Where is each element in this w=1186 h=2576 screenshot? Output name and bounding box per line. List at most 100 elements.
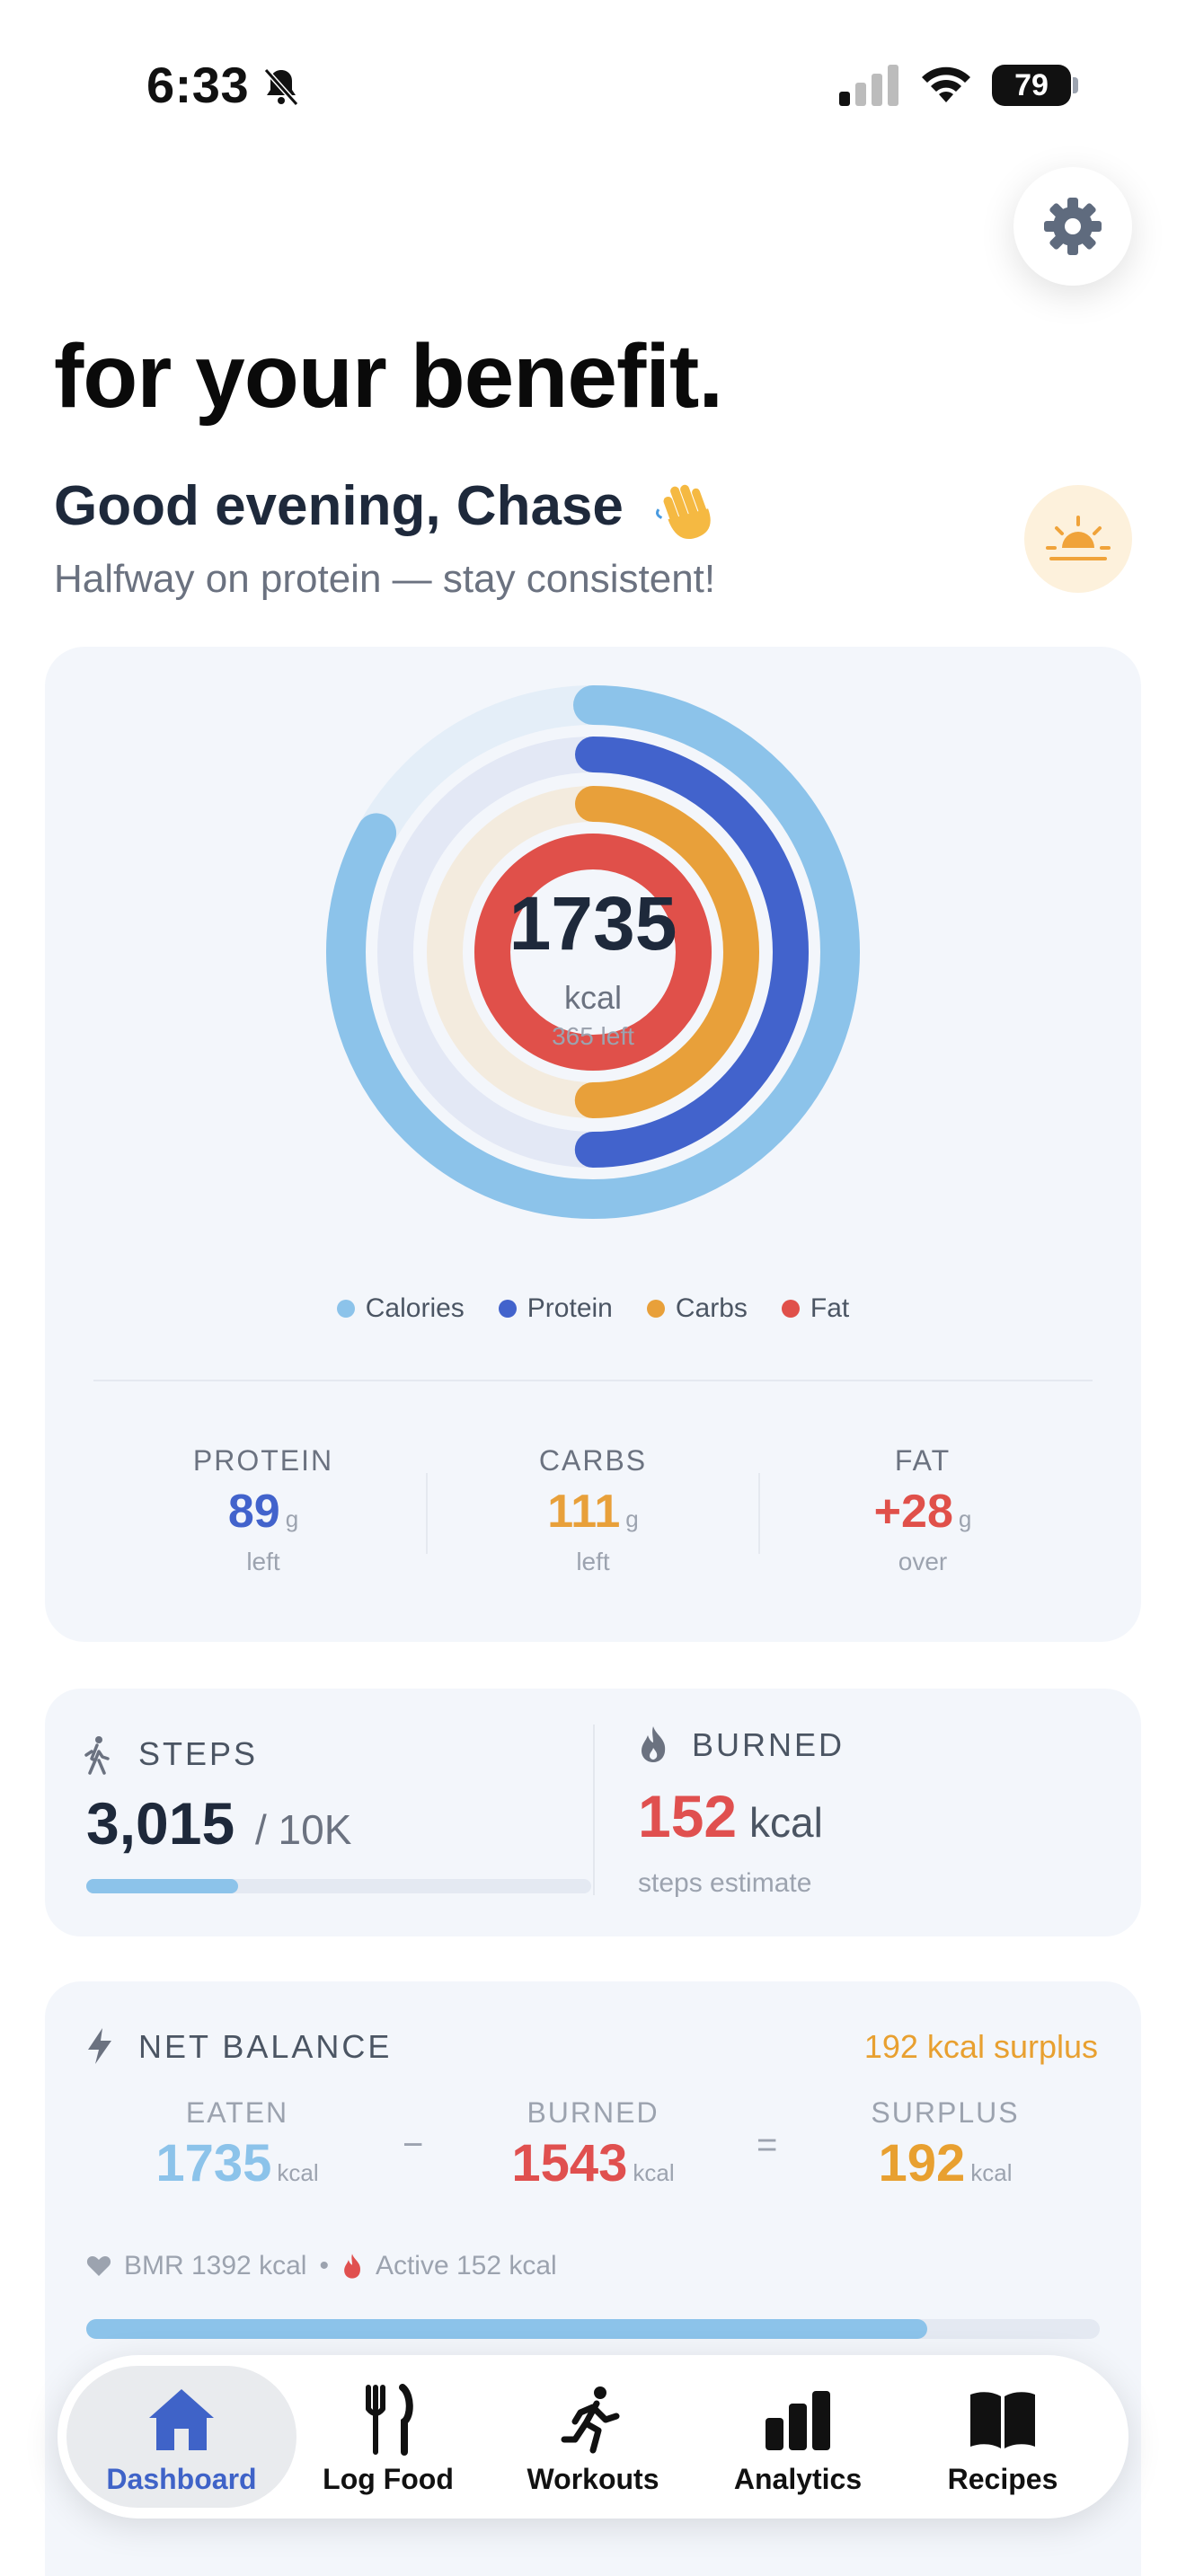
fat-ring <box>474 834 712 1071</box>
burned-unit: kcal <box>749 1799 823 1846</box>
net-balance-progress-fill <box>86 2319 928 2339</box>
legend-dot <box>646 1300 665 1318</box>
macro-value: +28 g <box>873 1486 972 1538</box>
steps-count: 3,015 <box>86 1790 235 1857</box>
net-balance-details: BMR 1392 kcal • Active 152 kcal <box>86 2251 557 2281</box>
bell-muted-icon <box>263 67 299 107</box>
open-book-icon <box>970 2392 1035 2448</box>
eaten-value: 1735 kcal <box>155 2134 319 2192</box>
status-time: 6:33 <box>146 57 250 113</box>
macro-carbs: CARBS 111 g left <box>427 1444 759 1576</box>
legend-label: Carbs <box>675 1293 748 1323</box>
tab-label: Workouts <box>527 2463 659 2495</box>
tab-bar: Dashboard Log Food Workouts Analytics Re… <box>58 2355 1128 2519</box>
legend-label: Calories <box>365 1293 465 1323</box>
calories-ring <box>326 685 860 1219</box>
separator-dot: • <box>319 2251 329 2280</box>
macro-value: 89 g <box>227 1486 299 1538</box>
macro-label: PROTEIN <box>192 1444 334 1477</box>
divider <box>593 1725 595 1895</box>
net-balance-status: 192 kcal surplus <box>863 2028 1098 2065</box>
legend-dot <box>781 1300 800 1318</box>
legend-dot <box>336 1300 355 1318</box>
macro-label: CARBS <box>538 1444 648 1477</box>
steps-progress-bar <box>86 1879 591 1893</box>
burned-note: steps estimate <box>638 1868 812 1898</box>
legend-label: Protein <box>527 1293 613 1323</box>
legend-item-carbs: Carbs <box>646 1293 748 1324</box>
surplus-column: SURPLUS 192 kcal <box>810 2096 1080 2193</box>
burned-total-label: BURNED <box>527 2096 659 2129</box>
bmr-text: BMR 1392 kcal <box>124 2251 307 2280</box>
surplus-value: 192 kcal <box>878 2134 1013 2192</box>
tab-label: Analytics <box>733 2463 863 2495</box>
battery-icon: 79 <box>992 65 1078 106</box>
divider <box>758 1473 760 1554</box>
macro-fat: FAT +28 g over <box>757 1444 1089 1576</box>
fork-knife-icon <box>366 2384 413 2456</box>
tab-log-food[interactable]: Log Food <box>273 2366 503 2508</box>
burned-column: BURNED 1543 kcal <box>458 2096 728 2193</box>
protein-ring <box>377 737 809 1168</box>
wifi-icon <box>922 66 970 102</box>
eaten-column: EATEN 1735 kcal <box>102 2096 372 2193</box>
burned-calories: 152 <box>638 1783 738 1849</box>
net-balance-label: NET BALANCE <box>138 2028 393 2065</box>
divider <box>426 1473 428 1554</box>
running-figure-icon <box>561 2386 620 2454</box>
time-of-day-button[interactable] <box>1024 485 1132 593</box>
macro-sub: left <box>246 1548 280 1575</box>
burned-label: BURNED <box>692 1726 845 1763</box>
tab-dashboard[interactable]: Dashboard <box>66 2366 296 2508</box>
legend-label: Fat <box>810 1293 850 1323</box>
lightning-bolt-icon <box>88 2028 111 2064</box>
page-title: for your benefit. <box>54 326 723 427</box>
eaten-label: EATEN <box>185 2096 289 2129</box>
macro-value: 111 g <box>547 1486 639 1538</box>
tab-label: Recipes <box>947 2463 1058 2495</box>
activity-card[interactable]: STEPS 3,015 / 10K BURNED 152 kcal steps … <box>45 1689 1141 1936</box>
calories-remaining: 365 left <box>552 1022 634 1050</box>
sunset-icon <box>1046 516 1111 560</box>
waving-hand-icon <box>656 484 711 540</box>
minus-sign: − <box>403 2125 424 2165</box>
house-icon <box>149 2389 214 2450</box>
tab-recipes[interactable]: Recipes <box>888 2366 1118 2508</box>
tab-workouts[interactable]: Workouts <box>478 2366 708 2508</box>
heart-icon <box>86 2256 111 2276</box>
steps-goal: / 10K <box>255 1806 352 1853</box>
macro-sub: over <box>898 1548 948 1575</box>
legend-item-calories: Calories <box>336 1293 465 1324</box>
macro-rings-chart <box>326 685 860 1219</box>
settings-button[interactable] <box>1013 167 1132 286</box>
tab-label: Log Food <box>323 2463 454 2495</box>
steps-progress-fill <box>86 1879 239 1893</box>
macro-protein: PROTEIN 89 g left <box>97 1444 429 1576</box>
greeting-subtitle: Halfway on protein — stay consistent! <box>54 557 716 601</box>
divider <box>93 1380 1093 1381</box>
legend-item-fat: Fat <box>781 1293 850 1324</box>
legend-item-protein: Protein <box>498 1293 613 1324</box>
macro-rings-card: 1735 kcal 365 left Calories Protein Carb… <box>45 647 1141 1642</box>
battery-level: 79 <box>992 65 1071 106</box>
macro-label: FAT <box>894 1444 951 1477</box>
net-balance-progress-bar <box>86 2319 1100 2339</box>
surplus-label: SURPLUS <box>871 2096 1020 2129</box>
steps-label: STEPS <box>138 1735 259 1772</box>
gear-icon <box>1044 198 1102 255</box>
calories-unit: kcal <box>563 979 623 1016</box>
flame-icon <box>642 1726 666 1762</box>
legend-dot <box>498 1300 517 1318</box>
status-bar: 6:33 79 <box>0 0 1186 171</box>
calories-consumed: 1735 <box>509 881 677 966</box>
rings-legend: Calories Protein Carbs Fat <box>45 1293 1141 1324</box>
walking-figure-icon <box>84 1736 110 1775</box>
active-calories-text: Active 152 kcal <box>375 2251 557 2280</box>
bar-chart-icon <box>766 2391 830 2450</box>
macro-sub: left <box>576 1548 610 1575</box>
tab-analytics[interactable]: Analytics <box>683 2366 913 2508</box>
equals-sign: = <box>757 2125 778 2165</box>
carbs-ring <box>427 786 759 1118</box>
tab-label: Dashboard <box>106 2463 257 2495</box>
flame-icon <box>344 2254 360 2279</box>
